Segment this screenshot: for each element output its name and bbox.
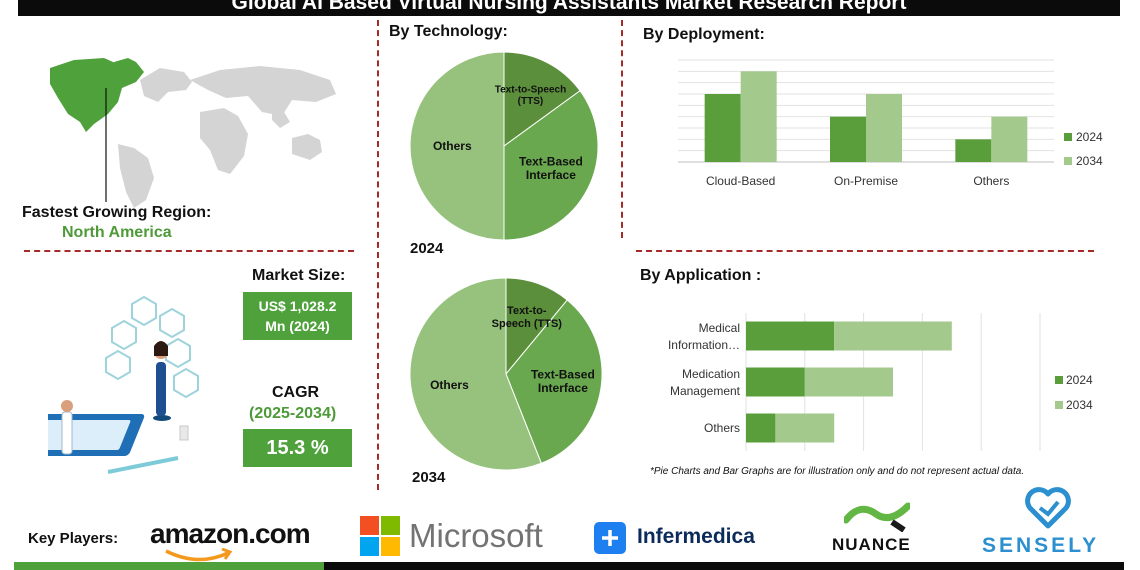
technology-label: By Technology:: [389, 23, 508, 40]
sensely-heart-icon: [1025, 487, 1071, 529]
key-players-label: Key Players:: [28, 530, 119, 547]
market-size-value-line1: US$ 1,028.2: [258, 298, 337, 314]
deployment-bar-on-premise-2034: [866, 94, 902, 162]
pie-chart-2034: Others Text-to-Speech (TTS) Text-Based Inte…: [409, 277, 603, 471]
deployment-category-label: On-Premise: [834, 174, 898, 188]
region-label: Fastest Growing Region:: [22, 204, 212, 221]
pie-slice-others-2034: [409, 277, 542, 471]
amazon-smile-icon: [165, 548, 233, 562]
cagr-box: 15.3 %: [243, 429, 352, 467]
deployment-legend-label-2024: 2024: [1076, 130, 1103, 144]
deployment-category-label: Cloud-Based: [706, 174, 775, 188]
divider-right-horizontal: [636, 250, 1094, 252]
pie-label-text-to-speech-tts-2024: Text-to-Speech (TTS): [495, 85, 567, 108]
application-legend-label-2034: 2034: [1066, 398, 1093, 412]
microsoft-logo[interactable]: Microsoft: [360, 516, 560, 560]
deployment-bar-others-2034: [991, 116, 1028, 162]
pie-slice-text-based-interface-2024: [503, 90, 599, 241]
application-legend-swatch-2024: [1055, 376, 1063, 384]
application-bar-medication-management-2034: [804, 367, 893, 397]
nuance-logo[interactable]: NUANCE: [832, 500, 922, 556]
nuance-wave-icon: [844, 502, 910, 532]
cagr-value: 15.3 %: [266, 436, 329, 459]
sensely-logo-text: SENSELY: [982, 534, 1100, 557]
cagr-label: CAGR: [272, 384, 320, 401]
application-bar-medical-information-2024: [746, 321, 835, 351]
market-size-value-line2: Mn (2024): [265, 318, 330, 334]
application-bar-medical-information-2034: [834, 321, 952, 351]
deployment-legend-swatch-2034: [1064, 157, 1072, 165]
pie-slice-others-2024: [409, 51, 505, 241]
page-title: Global AI Based Virtual Nursing Assistan…: [231, 0, 907, 14]
title-bar: Global AI Based Virtual Nursing Assistan…: [18, 0, 1120, 16]
application-legend-swatch-2034: [1055, 401, 1063, 409]
north-america-shape: [50, 58, 144, 132]
infermedica-logo-text: Infermedica: [637, 525, 755, 548]
infermedica-logo[interactable]: Infermedica: [594, 520, 764, 556]
region-value: North America: [62, 224, 172, 241]
application-category-label: Medical Information…: [668, 321, 740, 352]
application-label: By Application :: [640, 267, 762, 284]
amazon-logo-text: amazon.com: [150, 518, 311, 549]
divider-left: [377, 20, 379, 490]
deployment-legend-swatch-2024: [1064, 133, 1072, 141]
application-legend-label-2024: 2024: [1066, 373, 1093, 387]
pie-slice-text-to-speech-tts-2034: [505, 277, 568, 376]
deployment-label: By Deployment:: [643, 26, 765, 43]
pie-label-text-based-interface-2024: Text-Based Interface: [519, 154, 583, 182]
application-bar-others-2024: [746, 413, 776, 443]
pie-label-text-to-speech-tts-2034: Text-to-Speech (TTS): [492, 305, 563, 330]
application-category-label: Others: [704, 421, 740, 435]
application-bar-medication-management-2024: [746, 367, 805, 397]
deployment-bar-on-premise-2024: [830, 116, 866, 162]
deployment-bar-cloud-based-2024: [704, 94, 741, 162]
deployment-legend-label-2034: 2034: [1076, 154, 1103, 168]
pie-year-2034: 2034: [412, 469, 446, 486]
sensely-logo[interactable]: SENSELY: [982, 486, 1112, 558]
pie-label-text-based-interface-2034: Text-Based Interface: [531, 367, 595, 395]
deployment-category-label: Others: [973, 174, 1009, 188]
pie-label-others-2024: Others: [433, 139, 472, 153]
nuance-logo-text: NUANCE: [832, 535, 911, 554]
pie-chart-2024: Others Text-to-Speech (TTS) Text-Based Inter…: [409, 51, 599, 241]
divider-left-horizontal: [24, 250, 354, 252]
microsoft-windows-icon: [360, 516, 400, 556]
divider-middle: [621, 20, 623, 238]
deployment-bar-chart: Cloud-Based On-Premise Others 2024 2034: [678, 59, 1103, 188]
pie-year-2024: 2024: [410, 240, 444, 257]
market-size-label: Market Size:: [252, 267, 346, 284]
microsoft-logo-text: Microsoft: [409, 517, 543, 554]
pie-slice-text-based-interface-2034: [505, 299, 603, 464]
application-bar-chart: Medical Information… Medication Management O…: [668, 313, 1093, 451]
deployment-bar-others-2024: [955, 139, 992, 162]
healthcare-app-illustration: [48, 295, 199, 474]
pie-slice-text-to-speech-tts-2024: [503, 51, 581, 147]
footer-bar-green: [14, 562, 324, 570]
pie-label-others-2034: Others: [430, 378, 469, 392]
market-size-box: US$ 1,028.2 Mn (2024): [243, 292, 352, 340]
cagr-period: (2025-2034): [249, 405, 337, 422]
deployment-bar-cloud-based-2034: [740, 71, 777, 162]
amazon-logo[interactable]: amazon.com: [150, 518, 320, 562]
footnote: *Pie Charts and Bar Graphs are for illus…: [650, 466, 1025, 477]
application-bar-others-2034: [775, 413, 835, 443]
world-map-icon: [50, 58, 336, 208]
footer-bar-black: [324, 562, 1124, 570]
infermedica-plus-icon: [594, 522, 626, 554]
application-category-label: Medication Management: [670, 367, 741, 398]
